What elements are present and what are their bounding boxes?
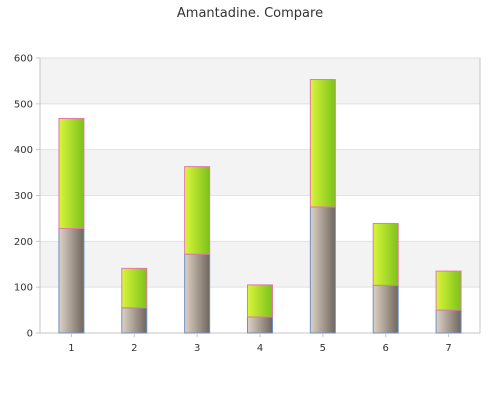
y-axis-ticks: 0 100 200 300 400 500 600 (14, 54, 33, 340)
grid-band (40, 149, 480, 196)
y-tick-label: 600 (14, 54, 33, 65)
x-tick-label: 5 (320, 343, 326, 354)
y-tick-label: 400 (14, 145, 33, 156)
x-tick-label: 7 (445, 343, 451, 354)
y-tick-label: 200 (14, 237, 33, 248)
bar-series-2-cat-3 (184, 166, 211, 255)
x-axis-ticks: 1 2 3 4 5 6 7 (68, 333, 452, 354)
bar-series-2-cat-5 (309, 79, 336, 208)
y-tick-label: 100 (14, 283, 33, 294)
bar-series-1-cat-1 (58, 228, 85, 334)
x-tick-label: 3 (194, 343, 200, 354)
y-tick-label: 300 (14, 191, 33, 202)
grid-band (40, 58, 480, 104)
bars (58, 79, 462, 334)
bar-series-2-cat-7 (435, 270, 462, 311)
bar-series-1-cat-7 (435, 309, 462, 334)
y-tick-label: 0 (27, 329, 33, 340)
x-tick-label: 4 (257, 343, 263, 354)
grid-bands (40, 58, 480, 288)
bar-series-1-cat-4 (247, 316, 273, 334)
bar-series-2-cat-2 (121, 267, 148, 309)
bar-series-1-cat-5 (309, 206, 336, 334)
bar-series-2-cat-4 (247, 284, 273, 318)
bar-series-2-cat-6 (372, 222, 399, 286)
bar-series-2-cat-1 (58, 118, 85, 229)
grid-band (40, 241, 480, 288)
x-tick-label: 2 (131, 343, 137, 354)
x-tick-label: 6 (383, 343, 389, 354)
bar-series-1-cat-6 (372, 284, 399, 334)
y-tick-label: 500 (14, 99, 33, 110)
bar-series-1-cat-3 (184, 253, 211, 334)
bar-series-1-cat-2 (121, 307, 148, 334)
x-tick-label: 1 (68, 343, 74, 354)
chart-title: Amantadine. Compare (176, 6, 324, 21)
